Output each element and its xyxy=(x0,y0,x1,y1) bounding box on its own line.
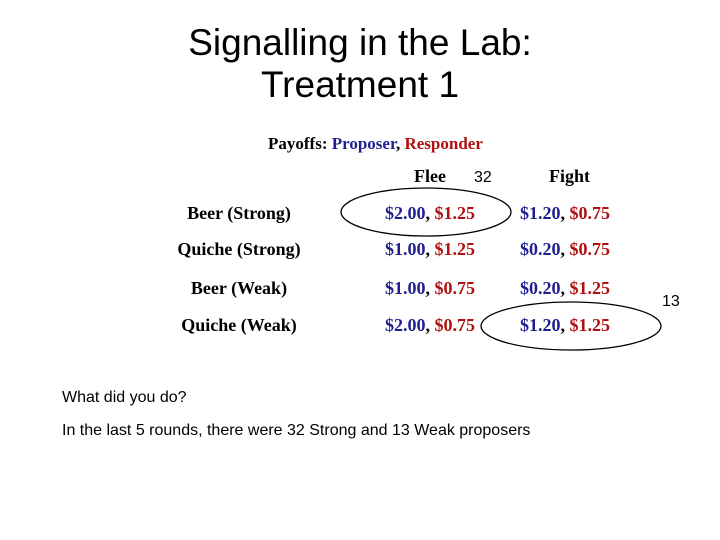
cell-separator: , xyxy=(560,315,570,335)
payoffs-proposer: Proposer xyxy=(331,134,396,153)
cell-beer-strong-fight: $1.20, $0.75 xyxy=(520,203,610,224)
cell-separator: , xyxy=(425,239,435,259)
payoffs-prefix: Payoffs: xyxy=(268,134,332,153)
slide-title: Signalling in the Lab: Treatment 1 xyxy=(0,22,720,106)
cell-quiche-strong-flee: $1.00, $1.25 xyxy=(385,239,475,260)
responder-payoff: $1.25 xyxy=(569,315,611,335)
cell-separator: , xyxy=(425,315,435,335)
column-header-flee: Flee xyxy=(414,166,446,186)
ellipse-beer-strong-flee xyxy=(340,187,512,237)
title-line-2: Treatment 1 xyxy=(260,64,460,105)
cell-beer-strong-flee: $2.00, $1.25 xyxy=(385,203,475,224)
cell-beer-weak-flee: $1.00, $0.75 xyxy=(385,278,475,299)
responder-payoff: $1.25 xyxy=(434,203,476,223)
responder-payoff: $0.75 xyxy=(434,278,476,298)
proposer-payoff: $2.00 xyxy=(385,315,426,335)
cell-separator: , xyxy=(560,203,570,223)
summary-text: In the last 5 rounds, there were 32 Stro… xyxy=(62,422,531,439)
proposer-payoff: $0.20 xyxy=(520,278,561,298)
question-text: What did you do? xyxy=(62,389,187,406)
column-header-fight: Fight xyxy=(549,166,591,186)
proposer-payoff: $1.20 xyxy=(520,203,561,223)
cell-quiche-weak-fight: $1.20, $1.25 xyxy=(520,315,610,336)
row-label-beer-strong: Beer (Strong) xyxy=(187,203,291,223)
row-label-quiche-weak: Quiche (Weak) xyxy=(181,315,297,335)
ellipse-quiche-weak-fight xyxy=(480,301,662,351)
responder-payoff: $1.25 xyxy=(434,239,476,259)
row-label-quiche-strong: Quiche (Strong) xyxy=(177,239,301,259)
proposer-payoff: $0.20 xyxy=(520,239,561,259)
cell-separator: , xyxy=(425,203,435,223)
weak-count-annotation: 13 xyxy=(662,293,680,310)
payoffs-responder: Responder xyxy=(404,134,483,153)
responder-payoff: $0.75 xyxy=(569,203,611,223)
responder-payoff: $0.75 xyxy=(434,315,476,335)
cell-separator: , xyxy=(425,278,435,298)
row-label-beer-weak: Beer (Weak) xyxy=(190,278,288,298)
payoffs-legend: Payoffs: Proposer, Responder xyxy=(268,134,483,154)
cell-beer-weak-fight: $0.20, $1.25 xyxy=(520,278,610,299)
strong-count-annotation: 32 xyxy=(474,169,492,186)
cell-separator: , xyxy=(560,239,570,259)
title-line-1: Signalling in the Lab: xyxy=(188,22,532,63)
responder-payoff: $1.25 xyxy=(569,278,611,298)
responder-payoff: $0.75 xyxy=(569,239,611,259)
proposer-payoff: $1.00 xyxy=(385,278,426,298)
proposer-payoff: $2.00 xyxy=(385,203,426,223)
proposer-payoff: $1.20 xyxy=(520,315,561,335)
proposer-payoff: $1.00 xyxy=(385,239,426,259)
cell-quiche-strong-fight: $0.20, $0.75 xyxy=(520,239,610,260)
cell-separator: , xyxy=(560,278,570,298)
payoffs-separator: , xyxy=(395,134,405,153)
cell-quiche-weak-flee: $2.00, $0.75 xyxy=(385,315,475,336)
